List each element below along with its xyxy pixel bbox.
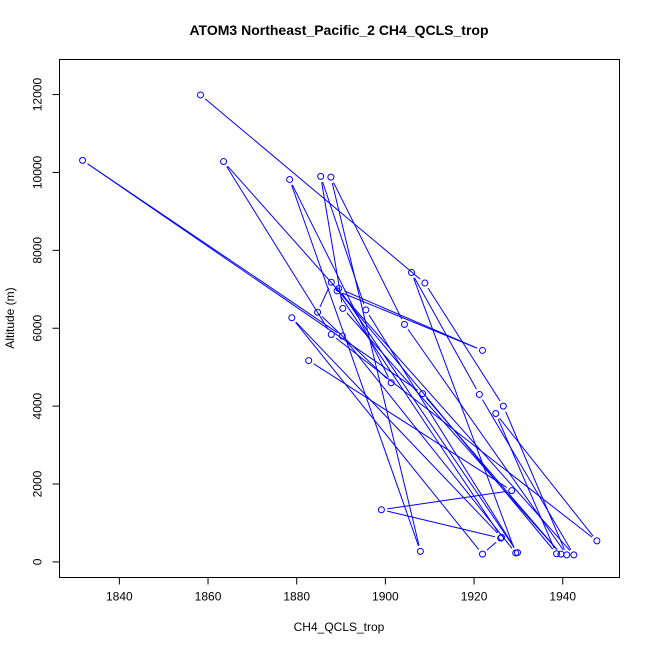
y-tick-label: 12000	[31, 78, 45, 112]
x-axis-label: CH4_QCLS_trop	[294, 620, 385, 634]
series-line-segment	[333, 182, 403, 320]
series-line-segment	[291, 184, 389, 378]
series-line-segment	[335, 337, 593, 538]
data-point	[387, 379, 395, 387]
series-line-segment	[414, 277, 477, 390]
series-line-segment	[486, 541, 497, 551]
series-line-segment	[387, 510, 495, 538]
series-line-segment	[87, 163, 418, 391]
data-point	[478, 550, 486, 558]
data-point	[492, 410, 500, 418]
data-point	[400, 320, 408, 328]
series-line-segment	[387, 491, 506, 510]
series-line-segment	[204, 98, 421, 280]
data-point	[327, 173, 335, 181]
series-line-segment	[295, 322, 480, 550]
data-point	[338, 332, 346, 340]
y-tick-label: 4000	[31, 392, 45, 419]
series-line-segment	[427, 287, 501, 402]
series-line-segment	[499, 417, 594, 537]
y-tick-label: 6000	[31, 315, 45, 342]
series-line-segment	[227, 165, 571, 551]
data-point	[339, 304, 347, 312]
data-point	[416, 547, 424, 555]
data-point	[499, 402, 507, 410]
series-line-segment	[331, 182, 420, 546]
data-point	[508, 487, 516, 495]
series-line-segment	[339, 295, 499, 533]
data-point	[497, 534, 505, 542]
series-line-segment	[407, 328, 564, 551]
series-line-segment	[322, 181, 365, 305]
series-line-segment	[313, 363, 507, 488]
y-tick-label: 2000	[31, 470, 45, 497]
series-line-segment	[321, 182, 343, 303]
x-tick-label: 1880	[283, 590, 310, 604]
chart-title: ATOM3 Northeast_Pacific_2 CH4_QCLS_trop	[189, 22, 488, 38]
data-point	[220, 158, 228, 166]
data-point	[196, 91, 204, 99]
series-line-segment	[505, 411, 565, 550]
x-tick-label: 1920	[461, 590, 488, 604]
x-axis: 1840 1860 1880 1900 1920 1940	[106, 577, 576, 604]
data-point	[327, 330, 335, 338]
series-line-segment	[321, 316, 388, 379]
data-point	[421, 279, 429, 287]
y-axis: 0 2000 4000 6000 8000 10000 12000	[31, 78, 60, 565]
data-point	[514, 549, 522, 557]
series-line-segment	[344, 290, 478, 349]
data-point	[286, 175, 294, 183]
data-point	[317, 172, 325, 180]
data-point	[305, 357, 313, 365]
data-layer	[79, 91, 601, 559]
data-point	[553, 550, 561, 558]
data-point	[419, 390, 427, 398]
series-line-segment	[426, 397, 558, 550]
series-line-segment	[342, 292, 478, 349]
data-point	[377, 506, 385, 514]
series-line-segment	[341, 293, 515, 548]
data-point	[79, 156, 87, 164]
x-tick-label: 1840	[106, 590, 133, 604]
y-tick-label: 0	[31, 558, 45, 565]
series-line-segment	[497, 418, 555, 549]
y-axis-label: Altitude (m)	[3, 287, 17, 348]
data-point	[408, 269, 416, 277]
series-line-segment	[345, 340, 513, 549]
x-tick-label: 1940	[549, 590, 576, 604]
data-point	[563, 551, 571, 559]
x-tick-label: 1900	[372, 590, 399, 604]
series-line-segment	[319, 287, 330, 308]
data-point	[498, 533, 506, 541]
y-tick-label: 10000	[31, 155, 45, 189]
data-point	[362, 306, 370, 314]
y-tick-label: 8000	[31, 237, 45, 264]
series-line-segment	[226, 166, 329, 330]
data-point	[570, 551, 578, 559]
plot-frame	[59, 59, 620, 578]
series-line-segment	[482, 399, 572, 550]
data-point	[327, 278, 335, 286]
data-point	[475, 390, 483, 398]
data-point	[333, 287, 341, 295]
data-point	[478, 346, 486, 354]
series-line-segment	[368, 314, 515, 548]
data-point	[593, 537, 601, 545]
data-point	[288, 314, 296, 322]
series-line-segment	[295, 321, 498, 534]
series-line-segment	[291, 184, 419, 546]
x-tick-label: 1860	[195, 590, 222, 604]
series-line-segment	[413, 277, 515, 548]
data-point	[557, 550, 565, 558]
data-point	[314, 308, 322, 316]
